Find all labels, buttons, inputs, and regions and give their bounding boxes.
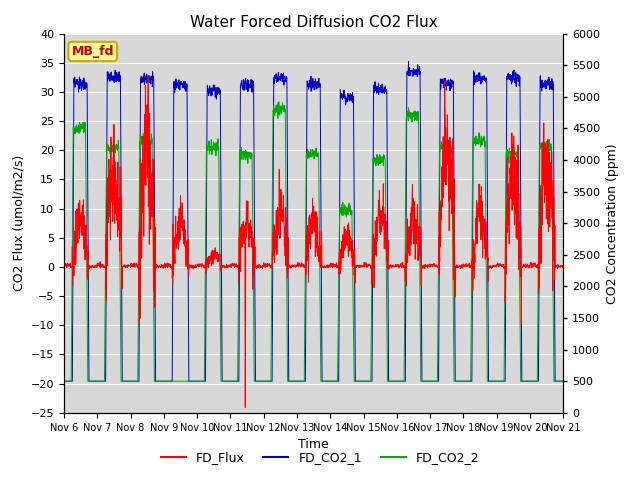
FD_CO2_1 xyxy=(60,378,68,384)
X-axis label: Time: Time xyxy=(298,438,329,451)
Line: FD_CO2_2: FD_CO2_2 xyxy=(64,102,563,381)
Line: FD_CO2_1: FD_CO2_1 xyxy=(64,61,563,381)
FD_Flux xyxy=(529,262,537,268)
FD_Flux xyxy=(559,264,567,269)
FD_Flux xyxy=(339,232,347,238)
FD_Flux xyxy=(200,264,207,270)
FD_CO2_1 xyxy=(458,378,466,384)
FD_Flux xyxy=(328,261,336,266)
Y-axis label: CO2 Concentration (ppm): CO2 Concentration (ppm) xyxy=(606,143,619,303)
FD_CO2_2 xyxy=(275,99,283,105)
FD_CO2_1 xyxy=(328,378,335,384)
Legend: FD_Flux, FD_CO2_1, FD_CO2_2: FD_Flux, FD_CO2_1, FD_CO2_2 xyxy=(156,446,484,469)
Text: MB_fd: MB_fd xyxy=(72,45,114,58)
FD_CO2_2 xyxy=(199,378,207,384)
FD_CO2_1 xyxy=(404,59,412,64)
FD_Flux xyxy=(459,265,467,271)
FD_Flux xyxy=(516,231,524,237)
FD_CO2_2 xyxy=(60,378,68,384)
FD_CO2_1 xyxy=(515,83,523,89)
FD_Flux xyxy=(145,73,152,79)
FD_CO2_1 xyxy=(199,378,207,384)
FD_CO2_1 xyxy=(559,378,567,384)
Y-axis label: CO2 Flux (umol/m2/s): CO2 Flux (umol/m2/s) xyxy=(12,155,25,291)
FD_CO2_2 xyxy=(559,378,567,384)
Title: Water Forced Diffusion CO2 Flux: Water Forced Diffusion CO2 Flux xyxy=(189,15,438,30)
Line: FD_Flux: FD_Flux xyxy=(64,76,563,408)
FD_CO2_2 xyxy=(339,213,346,218)
FD_CO2_2 xyxy=(328,378,335,384)
FD_Flux xyxy=(241,405,249,410)
FD_CO2_2 xyxy=(529,378,537,384)
FD_CO2_1 xyxy=(339,96,346,102)
FD_CO2_2 xyxy=(458,378,466,384)
FD_Flux xyxy=(60,263,68,269)
FD_CO2_2 xyxy=(515,242,523,248)
FD_CO2_1 xyxy=(529,378,537,384)
